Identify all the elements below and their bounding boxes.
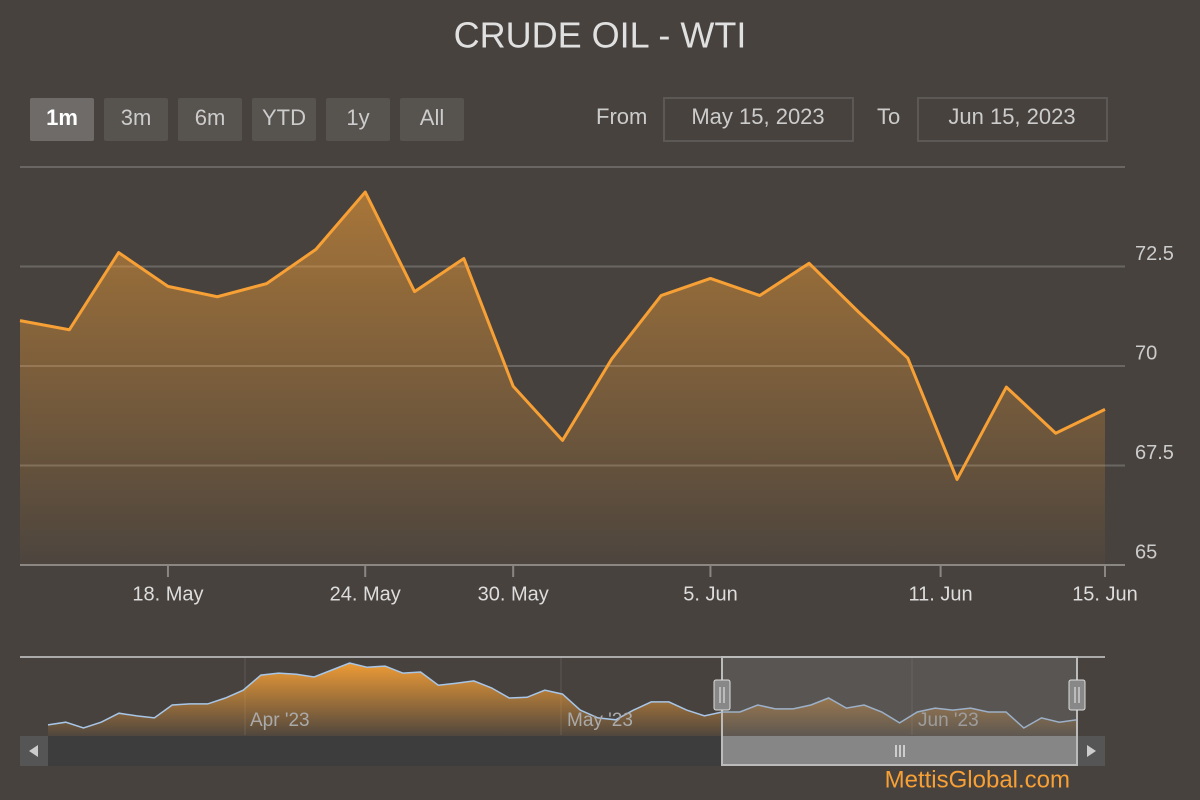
arrow-right bbox=[1087, 745, 1096, 757]
to-input[interactable] bbox=[917, 97, 1108, 142]
area bbox=[20, 192, 1105, 565]
navigator-area bbox=[48, 663, 1077, 736]
to-value[interactable]: Jun 15, 2023 bbox=[948, 104, 1075, 129]
navigator-handle[interactable] bbox=[713, 679, 731, 711]
from-input[interactable] bbox=[663, 97, 854, 142]
handle-grip bbox=[1074, 687, 1080, 703]
navigator-label: May '23 bbox=[567, 710, 633, 731]
to-label: To bbox=[877, 104, 900, 129]
range-button-label[interactable]: 1m bbox=[46, 105, 78, 130]
navigator-label: Jun '23 bbox=[918, 710, 979, 731]
y-tick-label: 72.5 bbox=[1135, 243, 1174, 265]
range-button[interactable] bbox=[104, 98, 168, 141]
navigator-handle[interactable] bbox=[1068, 679, 1086, 711]
navigator-line bbox=[47, 662, 1078, 729]
navigator-selection[interactable] bbox=[721, 656, 1078, 766]
range-button[interactable] bbox=[178, 98, 242, 141]
range-button[interactable] bbox=[326, 98, 390, 141]
range-button-label[interactable]: All bbox=[420, 105, 444, 130]
range-button[interactable] bbox=[252, 98, 316, 141]
range-button-label[interactable]: 3m bbox=[121, 105, 152, 130]
navigator-label: Apr '23 bbox=[250, 710, 310, 731]
from-label: From bbox=[596, 104, 647, 129]
x-tick-label: 15. Jun bbox=[1072, 583, 1138, 605]
x-tick-label: 30. May bbox=[478, 583, 549, 605]
x-tick-label: 5. Jun bbox=[683, 583, 737, 605]
arrow-left bbox=[29, 745, 38, 757]
range-button-label[interactable]: 6m bbox=[195, 105, 226, 130]
x-tick-label: 18. May bbox=[132, 583, 203, 605]
range-button[interactable] bbox=[400, 98, 464, 141]
chart-title: CRUDE OIL - WTI bbox=[454, 15, 747, 56]
range-button-label[interactable]: YTD bbox=[262, 105, 306, 130]
thumb-grip bbox=[895, 745, 905, 757]
watermark: MettisGlobal.com bbox=[885, 766, 1070, 793]
range-button[interactable] bbox=[30, 98, 94, 141]
x-tick-label: 24. May bbox=[330, 583, 401, 605]
y-tick-label: 70 bbox=[1135, 342, 1157, 364]
handle-grip bbox=[719, 687, 725, 703]
range-button-label[interactable]: 1y bbox=[346, 105, 369, 130]
y-tick-label: 67.5 bbox=[1135, 442, 1174, 464]
line bbox=[19, 190, 1106, 481]
y-tick-label: 65 bbox=[1135, 541, 1157, 563]
from-value[interactable]: May 15, 2023 bbox=[691, 104, 824, 129]
x-tick-label: 11. Jun bbox=[909, 583, 973, 605]
